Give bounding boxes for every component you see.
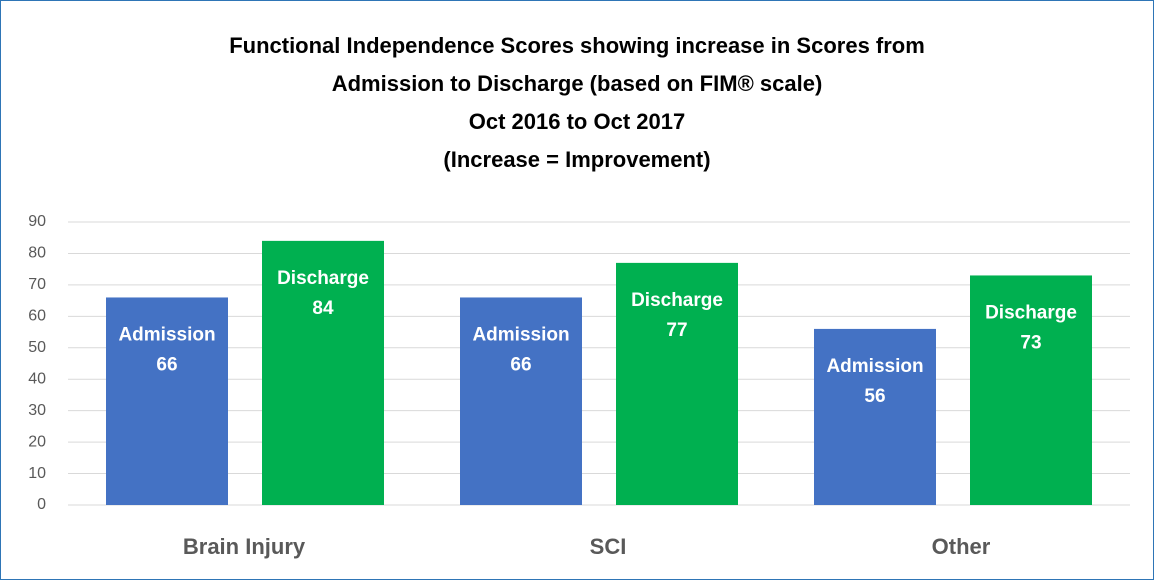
bar (106, 297, 228, 505)
data-label: 77 (666, 320, 687, 341)
data-label-name: Discharge (985, 302, 1077, 323)
data-label-name: Discharge (277, 268, 369, 289)
bar (970, 275, 1092, 505)
y-tick-label: 60 (28, 308, 46, 325)
y-tick-label: 20 (28, 433, 46, 450)
chart-title: Admission to Discharge (based on FIM® sc… (332, 71, 823, 96)
bar (262, 240, 384, 505)
data-label-name: Discharge (631, 290, 723, 311)
y-tick-label: 50 (28, 339, 46, 356)
data-label: 84 (312, 298, 334, 319)
y-tick-label: 0 (37, 496, 46, 513)
y-tick-label: 40 (28, 370, 46, 387)
bar (814, 328, 936, 505)
x-tick-label: Other (932, 534, 991, 559)
bar (460, 297, 582, 505)
y-tick-label: 30 (28, 402, 46, 419)
bar (616, 262, 738, 505)
chart-title: Oct 2016 to Oct 2017 (469, 109, 685, 134)
y-tick-label: 90 (28, 213, 46, 230)
data-label: 73 (1020, 332, 1041, 353)
data-label-name: Admission (472, 324, 569, 345)
y-tick-label: 10 (28, 465, 46, 482)
data-label: 56 (864, 386, 885, 407)
data-label: 66 (156, 354, 177, 375)
chart-title: (Increase = Improvement) (443, 147, 710, 172)
y-tick-label: 80 (28, 245, 46, 262)
y-tick-label: 70 (28, 276, 46, 293)
x-tick-label: SCI (590, 534, 627, 559)
data-label-name: Admission (118, 324, 215, 345)
data-label-name: Admission (826, 356, 923, 377)
chart-title: Functional Independence Scores showing i… (229, 33, 925, 58)
x-tick-label: Brain Injury (183, 534, 306, 559)
data-label: 66 (510, 354, 531, 375)
